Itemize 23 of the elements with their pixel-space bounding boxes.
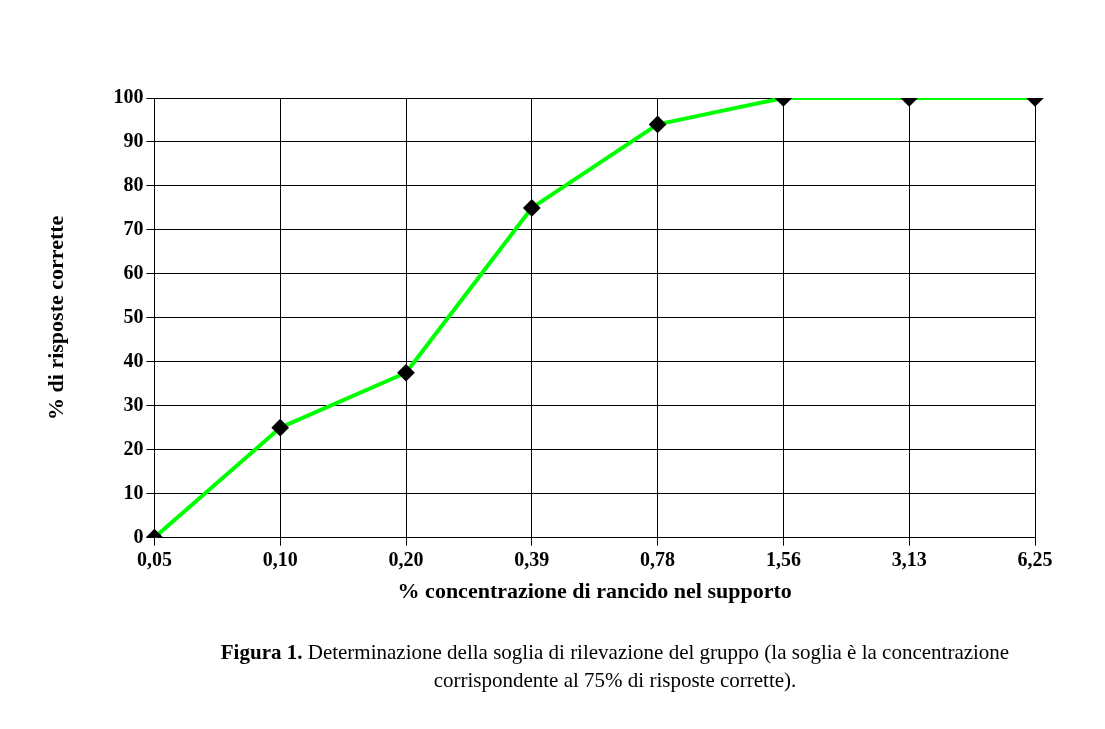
x-tick-label: 0,39	[514, 547, 550, 570]
y-tick-label: 70	[123, 217, 144, 240]
y-tick-label: 40	[123, 348, 144, 371]
x-tick-label: 3,13	[891, 547, 927, 570]
x-axis-title: % concentrazione di rancido nel supporto	[397, 578, 792, 604]
y-axis-title: % di risposte corrette	[42, 215, 68, 420]
x-tick-label: 1,56	[765, 547, 801, 570]
x-tick-label: 0,78	[640, 547, 676, 570]
y-tick-label: 10	[123, 480, 144, 503]
x-tick-label: 0,05	[136, 547, 172, 570]
x-tick-label: 0,20	[388, 547, 424, 570]
y-tick-label: 80	[123, 173, 144, 196]
y-tick-label: 50	[123, 304, 144, 327]
x-tick-label: 0,10	[262, 547, 298, 570]
y-tick-label: 30	[123, 392, 144, 415]
y-tick-label: 0	[133, 524, 144, 547]
text: Figura 1.	[220, 640, 304, 664]
y-tick-label: 100	[113, 85, 144, 108]
y-tick-label: 20	[123, 436, 144, 459]
text: Determinazione della soglia di rilevazione del gruppo (la soglia è la concentrazione corrispondente al 75% di risposte corrette).	[307, 640, 1010, 692]
x-tick-label: 6,25	[1017, 547, 1053, 570]
y-tick-label: 90	[123, 129, 144, 152]
y-tick-label: 60	[123, 261, 144, 284]
